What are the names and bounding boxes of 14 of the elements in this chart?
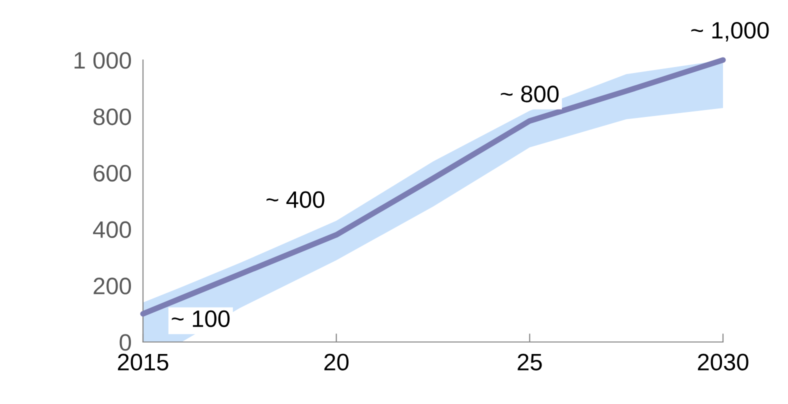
x-tick-label: 2015 <box>118 354 168 370</box>
annotation: ~ 1,000 <box>691 22 769 42</box>
y-tick-label: 600 <box>94 164 131 182</box>
x-tick-label: 2030 <box>698 354 748 370</box>
x-tick-label: 20 <box>324 354 349 370</box>
y-tick-label: 0 <box>120 334 131 351</box>
y-tick-label: 200 <box>94 278 131 294</box>
x-tick-label: 25 <box>518 354 542 370</box>
y-tick-label: 800 <box>94 108 131 126</box>
y-tick-label: 1 000 <box>74 52 131 69</box>
annotation: ~ 400 <box>266 191 324 208</box>
y-tick-label: 400 <box>93 221 131 238</box>
annotation: ~ 800 <box>500 86 559 102</box>
annotation: ~ 100 <box>172 310 230 328</box>
